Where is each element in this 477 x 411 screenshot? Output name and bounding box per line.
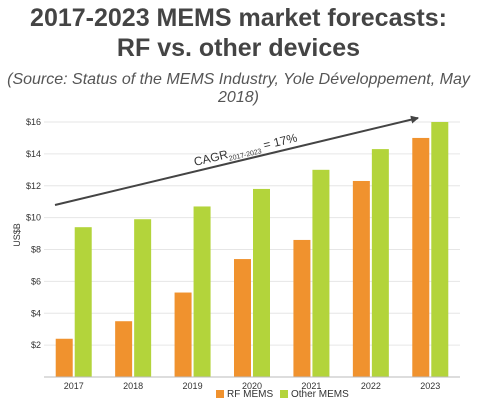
x-tick-label: 2019 — [183, 381, 203, 391]
cagr-arrow — [54, 115, 419, 206]
x-tick-label: 2022 — [361, 381, 381, 391]
chart-title-line-1: 2017-2023 MEMS market forecasts: — [30, 4, 447, 32]
y-tick-label: $2 — [31, 340, 41, 350]
legend-label: Other MEMS — [291, 389, 349, 400]
chart-title-line-2: RF vs. other devices — [116, 34, 361, 62]
cagr-text: CAGR — [192, 147, 229, 169]
x-tick-label: 2021 — [301, 381, 321, 391]
gridlines — [44, 121, 460, 346]
y-tick-label: $14 — [26, 149, 41, 159]
bar-other-mems — [312, 169, 330, 377]
bar-other-mems — [134, 219, 152, 377]
cagr-subscript: 2017-2023 — [228, 148, 262, 163]
legend-swatch — [280, 390, 288, 398]
bar-rf-mems — [293, 239, 311, 377]
bar-rf-mems — [352, 180, 370, 377]
bar-rf-mems — [115, 321, 133, 377]
source-note: (Source: Status of the MEMS Industry, Yo… — [7, 71, 470, 106]
y-axis-ticks: $2 $4 $6 $8 $10 $12 $14 $16 — [26, 117, 41, 350]
y-tick-label: $8 — [31, 245, 41, 255]
y-tick-label: $16 — [26, 117, 41, 127]
x-tick-label: 2018 — [123, 381, 143, 391]
y-tick-label: $6 — [31, 276, 41, 286]
bar-rf-mems — [174, 292, 192, 377]
y-axis-label: US$B — [12, 223, 22, 247]
x-axis-ticks: 2017 2018 2019 2020 2021 2022 2023 — [64, 381, 441, 391]
legend-swatch — [216, 390, 224, 398]
y-tick-label: $12 — [26, 181, 41, 191]
bar-other-mems — [253, 188, 270, 377]
legend-label: RF MEMS — [227, 389, 273, 400]
legend: RF MEMS Other MEMS — [216, 389, 349, 400]
bar-rf-mems — [412, 137, 430, 377]
cagr-suffix: = 17% — [259, 131, 299, 153]
y-tick-label: $10 — [26, 213, 41, 223]
x-tick-label: 2017 — [64, 381, 84, 391]
bar-rf-mems — [55, 338, 73, 377]
bars — [55, 122, 449, 377]
bar-other-mems — [193, 206, 211, 377]
bar-other-mems — [371, 149, 389, 377]
bar-other-mems — [431, 122, 449, 377]
bar-other-mems — [74, 227, 92, 377]
x-tick-label: 2023 — [420, 381, 440, 391]
bar-rf-mems — [234, 259, 251, 377]
y-tick-label: $4 — [31, 308, 41, 318]
x-tick-label: 2020 — [242, 381, 262, 391]
